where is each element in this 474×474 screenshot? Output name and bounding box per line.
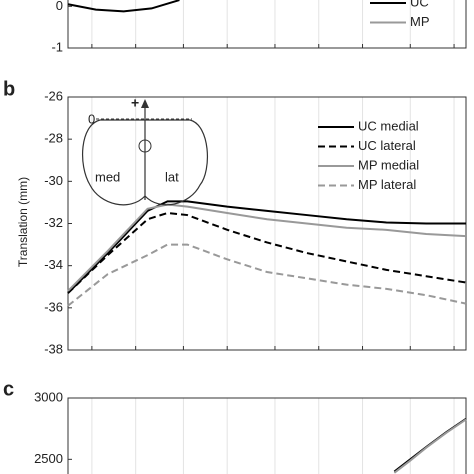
annotation: lat	[165, 169, 179, 184]
plot-frame	[67, 0, 467, 49]
arrow-head	[141, 99, 149, 108]
panel-label: b	[3, 78, 15, 100]
y-tick-label: -30	[44, 173, 63, 188]
legend-label: MP	[410, 14, 430, 29]
line-series	[67, 243, 467, 307]
legend-label: MP lateral	[358, 177, 416, 192]
center-circle	[138, 139, 152, 153]
line-series	[67, 211, 467, 294]
legend-label: UC medial	[358, 118, 419, 133]
line-series	[67, 0, 180, 13]
y-tick-label: -34	[44, 257, 63, 272]
line-series	[393, 418, 467, 474]
y-tick-label: -26	[44, 88, 63, 103]
panel: -26 -28 -30 -32 -34 -36 -38 UC medial UC lateral…	[44, 88, 467, 356]
y-axis-label: Translation (mm)	[16, 177, 30, 267]
annotation: 0	[88, 111, 95, 126]
line-series	[67, 200, 466, 294]
annotation: med	[95, 169, 120, 184]
line-series	[67, 203, 467, 292]
annotation: +	[131, 95, 139, 111]
charts: 0 -1 UC MP -26 -28 -30 -32 -34 -36 -38 UC medial UC …	[34, 0, 467, 474]
y-tick-label: -36	[44, 299, 63, 314]
panel-label: c	[3, 378, 14, 400]
y-tick-label: 2500	[34, 451, 63, 466]
plot-frame	[67, 397, 467, 474]
y-tick-label: -38	[44, 341, 63, 356]
panel: 0 -1 UC MP	[51, 0, 467, 54]
y-tick-label: -32	[44, 215, 63, 230]
legend-label: UC	[410, 0, 429, 9]
panel: 3000 2500	[34, 389, 467, 474]
legend-label: MP medial	[358, 157, 419, 172]
y-tick-label: 0	[56, 0, 63, 13]
y-tick-label: 3000	[34, 389, 63, 404]
inset-diagram: 0 + med lat	[81, 95, 209, 206]
y-tick-label: -1	[51, 39, 63, 54]
legend-label: UC lateral	[358, 138, 416, 153]
y-tick-label: -28	[44, 131, 63, 146]
